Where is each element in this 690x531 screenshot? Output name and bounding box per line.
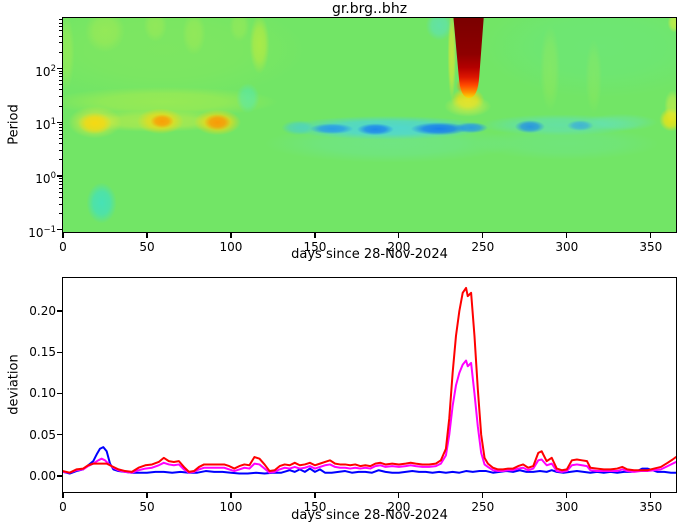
x-tick-label: 100 (219, 500, 243, 514)
y-major-tick (56, 392, 63, 395)
spectrogram-heatmap-canvas (63, 18, 676, 232)
y-minor-tick (59, 26, 63, 28)
x-tick (398, 493, 400, 498)
y-minor-tick (59, 30, 63, 32)
y-minor-tick (59, 187, 63, 189)
y-major-tick (56, 434, 63, 436)
x-tick-label: 0 (59, 500, 67, 514)
y-tick-label: 0.00 (29, 468, 56, 483)
y-minor-tick (59, 213, 63, 215)
y-tick-label: 100 (35, 171, 56, 187)
y-minor-tick (59, 133, 63, 135)
x-tick (62, 233, 64, 238)
x-tick (650, 493, 652, 498)
y-minor-tick (59, 124, 63, 126)
x-tick-label: 300 (555, 500, 579, 514)
y-minor-tick (59, 76, 63, 78)
deviation-lines-canvas (63, 278, 676, 492)
y-minor-tick (59, 180, 63, 182)
y-minor-tick (59, 73, 63, 75)
x-tick-label: 200 (387, 500, 411, 514)
y-minor-tick (59, 149, 63, 151)
x-tick (62, 493, 64, 498)
y-minor-tick (59, 84, 63, 86)
y-minor-tick (59, 191, 63, 193)
y-minor-tick (59, 143, 63, 145)
y-minor-tick (59, 203, 63, 205)
y-minor-tick (59, 51, 63, 53)
x-tick (146, 233, 148, 238)
x-tick (566, 493, 568, 498)
y-minor-tick (59, 105, 63, 107)
y-major-tick (56, 351, 63, 353)
y-tick-label: 101 (35, 117, 56, 133)
y-tick-label: 10−1 (28, 224, 56, 240)
y-minor-tick (59, 159, 63, 161)
x-tick-label: 250 (471, 500, 495, 514)
x-tick (314, 493, 316, 498)
x-tick-label: 350 (639, 240, 663, 254)
y-minor-tick (59, 137, 63, 139)
y-major-tick (56, 310, 63, 312)
top-xaxis-label: days since 28-Nov-2024 (291, 247, 448, 262)
y-tick-label: 0.10 (29, 386, 56, 401)
x-tick-label: 350 (639, 500, 663, 514)
y-minor-tick (59, 22, 63, 24)
x-tick-label: 200 (387, 240, 411, 254)
x-tick (482, 233, 484, 238)
x-tick-label: 50 (139, 240, 155, 254)
x-tick-label: 300 (555, 240, 579, 254)
y-minor-tick (59, 19, 63, 21)
x-tick (314, 233, 316, 238)
y-minor-tick (59, 178, 63, 180)
y-minor-tick (59, 70, 63, 72)
y-minor-tick (59, 183, 63, 185)
y-major-tick (56, 175, 63, 177)
y-minor-tick (59, 130, 63, 132)
y-minor-tick (59, 96, 63, 98)
x-tick (566, 233, 568, 238)
x-tick (650, 233, 652, 238)
y-tick-label: 0.20 (29, 303, 56, 318)
x-tick-label: 0 (59, 240, 67, 254)
period-axis-label: Period (6, 104, 22, 145)
y-minor-tick (59, 89, 63, 91)
y-tick-label: 0.15 (29, 345, 56, 360)
y-minor-tick (59, 127, 63, 129)
x-tick (230, 493, 232, 498)
y-major-tick (56, 67, 63, 70)
y-major-tick (56, 229, 63, 231)
y-tick-label: 0.05 (29, 427, 56, 442)
bottom-xaxis-label: days since 28-Nov-2024 (291, 508, 448, 523)
x-tick (482, 493, 484, 498)
x-tick-label: 150 (303, 500, 327, 514)
y-major-tick (56, 121, 63, 123)
x-tick (146, 493, 148, 498)
plot-title: gr.brg..bhz (331, 1, 408, 17)
deviation-axis-label: deviation (6, 354, 22, 415)
x-tick-label: 50 (139, 500, 155, 514)
y-tick-label: 102 (35, 63, 56, 79)
x-tick (230, 233, 232, 238)
x-tick-label: 150 (303, 240, 327, 254)
y-minor-tick (59, 42, 63, 44)
y-minor-tick (59, 79, 63, 81)
x-tick-label: 100 (219, 240, 243, 254)
x-tick-label: 250 (471, 240, 495, 254)
y-major-tick (56, 475, 63, 477)
x-tick (398, 233, 400, 238)
y-minor-tick (59, 35, 63, 37)
y-minor-tick (59, 196, 63, 198)
